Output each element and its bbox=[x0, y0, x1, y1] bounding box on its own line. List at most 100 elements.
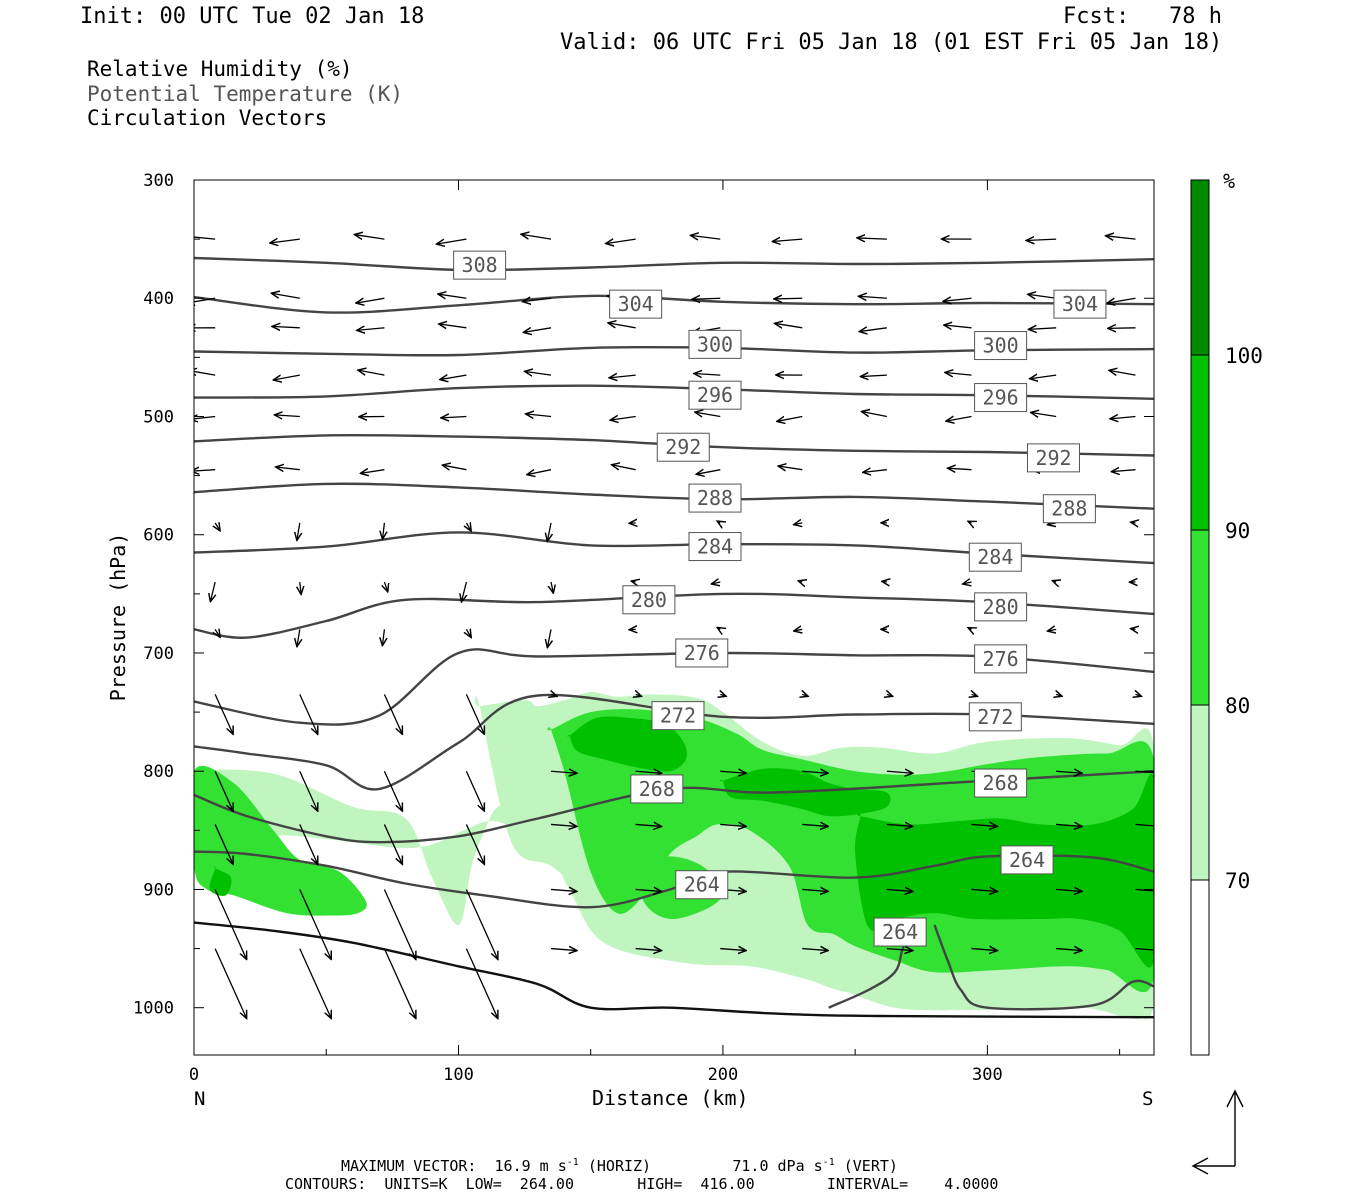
circulation-vector-55 bbox=[777, 416, 803, 421]
forecast-hour: Fcst: 78 h bbox=[1063, 4, 1222, 29]
rh-region-90-5 bbox=[567, 716, 687, 772]
circulation-vector-133 bbox=[299, 824, 318, 864]
circulation-vector-26 bbox=[357, 328, 385, 331]
circulation-vector-64 bbox=[527, 470, 552, 475]
circulation-vector-31 bbox=[775, 323, 803, 327]
circulation-vector-131 bbox=[1135, 771, 1154, 773]
circulation-vector-97 bbox=[297, 629, 300, 646]
circulation-vector-105 bbox=[968, 628, 971, 630]
circulation-vector-65 bbox=[612, 465, 636, 470]
circulation-vector-79 bbox=[794, 523, 803, 525]
circulation-vector-115 bbox=[802, 694, 808, 696]
colorbar: 70 80 90 100% bbox=[1190, 169, 1263, 1056]
circulation-vector-46 bbox=[1030, 375, 1057, 379]
circulation-vector-89 bbox=[631, 581, 635, 582]
circulation-vector-119 bbox=[1135, 694, 1141, 696]
circulation-vector-29 bbox=[608, 323, 636, 328]
circulation-vector-125 bbox=[635, 771, 662, 773]
circulation-vector-37 bbox=[273, 375, 300, 380]
y-tick-label-500: 500 bbox=[143, 407, 174, 427]
circulation-vector-146 bbox=[383, 889, 416, 959]
circulation-vector-111 bbox=[465, 694, 484, 734]
circulation-vector-54 bbox=[695, 412, 721, 416]
rh-region-90-8 bbox=[209, 866, 232, 896]
circulation-vector-141 bbox=[971, 824, 998, 826]
colorbar-segment-1 bbox=[1191, 705, 1209, 880]
circulation-vector-161 bbox=[635, 949, 662, 951]
y-tick-label-1000: 1000 bbox=[133, 999, 174, 1019]
circulation-vector-56 bbox=[861, 412, 888, 417]
circulation-vector-98 bbox=[382, 629, 384, 645]
circulation-vector-58 bbox=[1031, 412, 1057, 416]
circulation-vector-109 bbox=[299, 694, 318, 734]
vert-exponent: -1 bbox=[822, 1157, 835, 1168]
contour-label-box-2 bbox=[1053, 289, 1107, 319]
circulation-vector-28 bbox=[523, 328, 552, 333]
contour-label-280: 280 bbox=[983, 595, 1019, 619]
circulation-vector-114 bbox=[720, 694, 726, 696]
circulation-vector-35 bbox=[1108, 328, 1136, 329]
circulation-vector-157 bbox=[299, 948, 332, 1019]
theta-contour-264-11 bbox=[194, 850, 1154, 909]
contour-label-box-15 bbox=[675, 638, 729, 668]
circulation-vector-163 bbox=[802, 949, 828, 951]
contour-label-box-5 bbox=[688, 380, 742, 410]
circulation-vector-19 bbox=[774, 298, 803, 299]
circulation-vector-159 bbox=[465, 948, 498, 1019]
theta-contour-276-8 bbox=[194, 648, 1154, 726]
theta-contour-272-9 bbox=[194, 693, 1154, 791]
x-tick-label-0: 0 bbox=[189, 1065, 199, 1085]
circulation-vector-96 bbox=[215, 629, 220, 637]
circulation-vectors bbox=[194, 234, 1154, 1019]
init-time: Init: 00 UTC Tue 02 Jan 18 bbox=[80, 4, 425, 29]
circulation-vector-144 bbox=[214, 889, 247, 959]
circulation-vector-130 bbox=[1056, 771, 1082, 773]
circulation-vector-63 bbox=[442, 465, 467, 470]
circulation-vector-88 bbox=[551, 581, 553, 593]
circulation-vector-136 bbox=[550, 824, 577, 826]
circulation-vector-76 bbox=[547, 522, 551, 541]
circulation-vector-118 bbox=[1056, 694, 1062, 696]
circulation-vector-142 bbox=[1056, 824, 1082, 826]
colorbar-segment-4 bbox=[1191, 180, 1209, 355]
circulation-vector-52 bbox=[526, 414, 552, 417]
circulation-vector-48 bbox=[194, 416, 216, 419]
circulation-vector-27 bbox=[439, 324, 467, 328]
circulation-vector-32 bbox=[859, 328, 887, 332]
circulation-vector-128 bbox=[886, 771, 913, 773]
contour-label-304: 304 bbox=[618, 292, 654, 316]
circulation-vector-15 bbox=[438, 294, 467, 298]
colorbar-frame bbox=[1190, 179, 1210, 1056]
circulation-vector-3 bbox=[436, 238, 467, 244]
max-vector-label: MAXIMUM VECTOR: bbox=[341, 1157, 477, 1175]
contour-label-box-0 bbox=[453, 250, 507, 280]
circulation-vector-149 bbox=[635, 889, 662, 891]
circulation-vector-81 bbox=[968, 521, 972, 523]
colorbar-label-90: 90 bbox=[1225, 519, 1250, 543]
circulation-vector-41 bbox=[609, 375, 636, 378]
theta-contour-268-10 bbox=[194, 770, 1154, 844]
circulation-vector-75 bbox=[466, 523, 471, 531]
circulation-vector-140 bbox=[886, 824, 913, 826]
rh-region-80-3 bbox=[194, 765, 367, 916]
circulation-vector-18 bbox=[692, 298, 721, 299]
circulation-vector-6 bbox=[690, 235, 721, 239]
contour-label-288: 288 bbox=[1051, 497, 1087, 521]
circulation-vector-138 bbox=[720, 824, 746, 826]
circulation-vector-2 bbox=[354, 235, 385, 240]
circulation-vector-93 bbox=[963, 582, 972, 584]
circulation-vector-121 bbox=[299, 770, 318, 811]
circulation-vector-112 bbox=[551, 694, 557, 696]
circulation-vector-116 bbox=[887, 694, 893, 696]
y-tick-label-800: 800 bbox=[143, 762, 174, 782]
contour-label-box-3 bbox=[688, 329, 742, 359]
contour-label-box-22 bbox=[1000, 845, 1054, 875]
circulation-vector-94 bbox=[1052, 581, 1056, 582]
circulation-vector-40 bbox=[524, 371, 552, 375]
contour-label-box-6 bbox=[974, 383, 1028, 413]
circulation-vector-151 bbox=[802, 889, 828, 891]
reference-vector-glyph bbox=[1191, 1089, 1244, 1175]
circulation-vector-11 bbox=[1105, 236, 1136, 239]
contour-label-box-7 bbox=[656, 432, 710, 462]
